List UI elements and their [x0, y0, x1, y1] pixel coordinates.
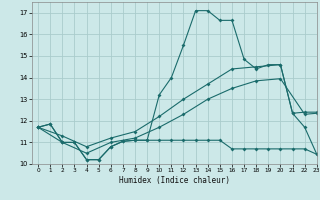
- X-axis label: Humidex (Indice chaleur): Humidex (Indice chaleur): [119, 176, 230, 185]
